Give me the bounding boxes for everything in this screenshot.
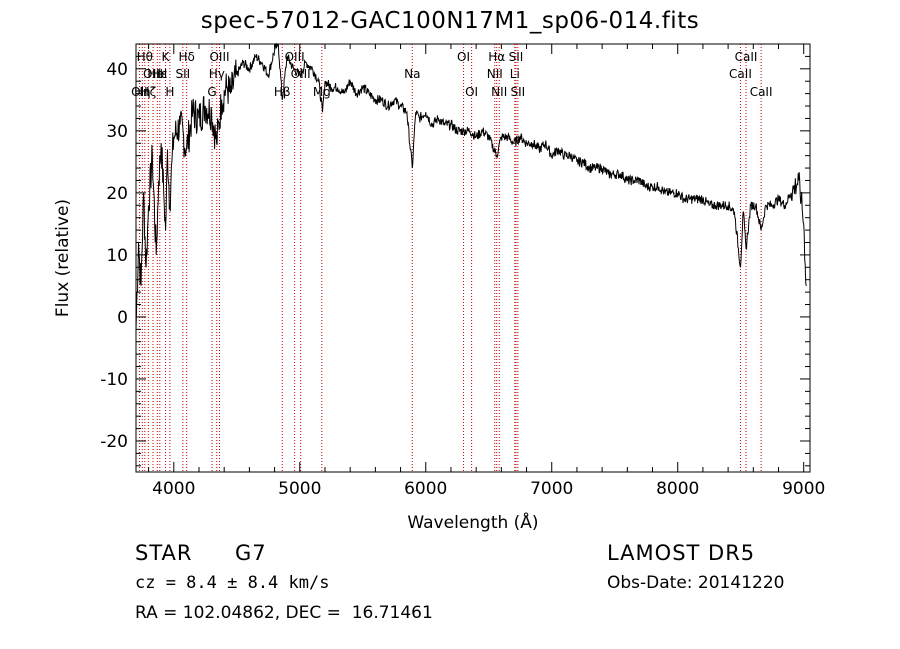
spectral-line-label: CaII <box>729 67 752 81</box>
x-tick-label: 4000 <box>152 479 195 499</box>
y-tick-label: 20 <box>106 184 128 204</box>
y-tick-label: 40 <box>106 60 128 80</box>
spectral-line-label: Mg <box>313 85 331 99</box>
spectral-line-label: CaII <box>750 85 773 99</box>
spectral-line-label: Hε <box>152 67 168 81</box>
spectral-line-label: OII <box>131 85 148 99</box>
spectral-line-label: NII <box>487 67 503 81</box>
spectral-line-label: Hδ <box>178 50 194 64</box>
spectral-line-label: Li <box>510 67 520 81</box>
y-tick-label: 0 <box>117 308 128 328</box>
spectral-line-label: HeI <box>147 67 167 81</box>
coordinates: RA = 102.04862, DEC = 16.71461 <box>135 603 433 623</box>
chart-title: spec-57012-GAC100N17M1_sp06-014.fits <box>200 8 700 34</box>
spectral-line-label: H <box>165 85 174 99</box>
y-tick-label: 10 <box>106 246 128 266</box>
y-tick-label: 30 <box>106 122 128 142</box>
spectral-line-label: Hβ <box>274 85 291 99</box>
spectral-line-label: Hα <box>488 50 505 64</box>
spectral-line-label: SII <box>176 67 191 81</box>
axis-ticks: 4000 5000 6000 7000 8000 9000 -20 -10 0 10 20 30 40 <box>100 43 825 499</box>
spectral-line-label: OIII <box>291 67 311 81</box>
spectral-line-label: G <box>207 85 216 99</box>
spectral-line-label: OIII <box>143 67 163 81</box>
y-tick-label: -20 <box>100 432 128 452</box>
survey-name: LAMOST DR5 <box>607 541 756 565</box>
spectral-line-labels: OIIHηHθHζOIIIHeIHεKHSIIHδGHγOIIIHβOIIIOI… <box>131 50 772 99</box>
spectral-line-markers <box>138 44 762 472</box>
spectral-line-label: K <box>162 50 171 64</box>
spectral-line-label: Hζ <box>141 85 157 99</box>
spectral-line-label: Hη <box>134 85 151 99</box>
y-tick-label: -10 <box>100 370 128 390</box>
x-tick-label: 8000 <box>656 479 699 499</box>
spectral-line-label: OI <box>465 85 478 99</box>
spectral-line-label: Hθ <box>137 50 153 64</box>
spectral-line-label: SII <box>510 85 525 99</box>
spectral-line-label: Na <box>404 67 420 81</box>
observation-date: Obs-Date: 20141220 <box>607 573 785 593</box>
redshift-velocity: cz = 8.4 ± 8.4 km/s <box>135 573 330 593</box>
y-axis-label: Flux (relative) <box>53 199 73 317</box>
x-tick-label: 7000 <box>530 479 573 499</box>
object-subclass: G7 <box>235 541 267 565</box>
spectrum-series-line <box>135 42 807 330</box>
x-tick-label: 9000 <box>782 479 825 499</box>
spectral-line-label: CaII <box>735 50 758 64</box>
spectral-line-label: OIII <box>209 50 229 64</box>
spectral-line-label: SII <box>509 50 524 64</box>
spectral-line-label: NII <box>491 85 507 99</box>
x-axis-label: Wavelength (Å) <box>407 511 538 533</box>
x-tick-label: 5000 <box>278 479 321 499</box>
spectral-line-label: OI <box>457 50 470 64</box>
plot-frame <box>135 43 811 473</box>
x-tick-label: 6000 <box>404 479 447 499</box>
spectral-line-label: Hγ <box>209 67 225 81</box>
spectral-line-label: OIII <box>285 50 305 64</box>
object-class: STAR <box>135 541 193 565</box>
